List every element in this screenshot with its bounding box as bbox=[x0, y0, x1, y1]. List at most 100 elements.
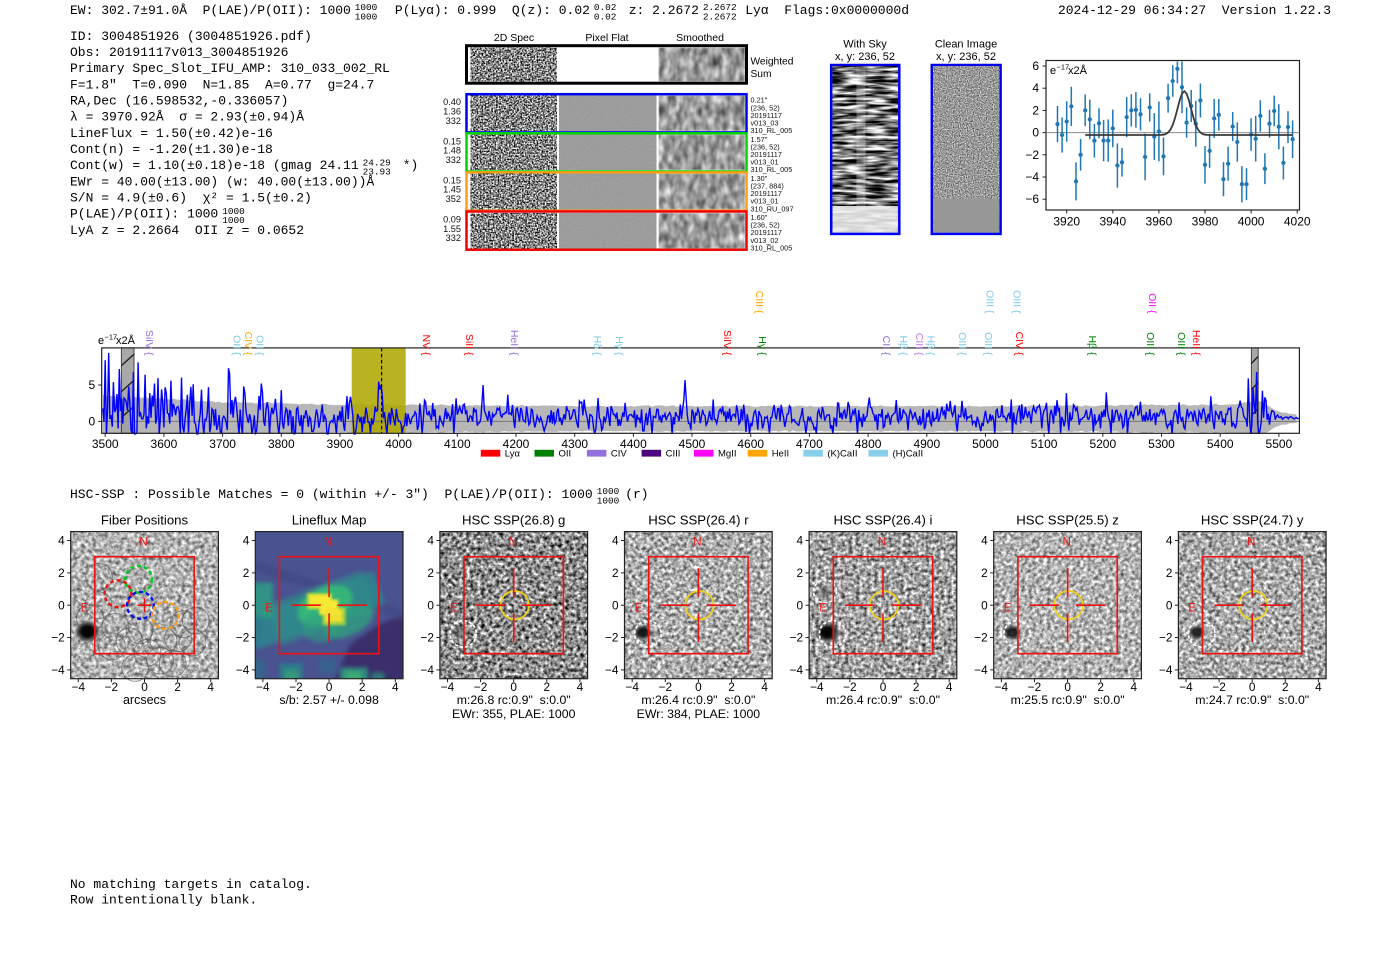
svg-text:(K)CaII: (K)CaII bbox=[827, 448, 857, 459]
svg-text:2: 2 bbox=[981, 566, 988, 580]
svg-text:Primary Spec_Slot_IFU_AMP: 310: Primary Spec_Slot_IFU_AMP: 310_033_002_R… bbox=[70, 61, 390, 76]
svg-text:NV {: NV { bbox=[420, 334, 432, 356]
svg-text:20191117: 20191117 bbox=[751, 228, 782, 237]
svg-text:Hγ {: Hγ { bbox=[613, 336, 625, 356]
svg-text:−17: −17 bbox=[105, 333, 118, 342]
svg-text:−4: −4 bbox=[236, 663, 250, 677]
svg-text:4: 4 bbox=[1315, 680, 1322, 694]
svg-text:OII {: OII { bbox=[1146, 293, 1158, 314]
svg-text:HSC SSP(26.4) r: HSC SSP(26.4) r bbox=[648, 513, 749, 528]
svg-text:−4: −4 bbox=[441, 680, 455, 694]
svg-text:4800: 4800 bbox=[855, 437, 882, 451]
svg-text:e: e bbox=[98, 335, 104, 347]
svg-text:−2: −2 bbox=[843, 680, 856, 694]
svg-text:1000: 1000 bbox=[222, 206, 245, 217]
svg-text:−2: −2 bbox=[1212, 680, 1225, 694]
svg-text:−17: −17 bbox=[1057, 63, 1070, 72]
svg-text:20191117: 20191117 bbox=[751, 111, 782, 120]
svg-text:(236, 52): (236, 52) bbox=[751, 142, 780, 151]
svg-text:1000: 1000 bbox=[597, 486, 620, 497]
svg-text:4: 4 bbox=[612, 534, 619, 548]
svg-text:310_RL_005: 310_RL_005 bbox=[751, 126, 793, 135]
svg-text:20191117: 20191117 bbox=[751, 189, 782, 198]
svg-text:5200: 5200 bbox=[1089, 437, 1116, 451]
svg-text:OIII {: OIII { bbox=[1144, 332, 1156, 356]
svg-text:1.36: 1.36 bbox=[443, 107, 461, 117]
svg-text:2: 2 bbox=[427, 566, 434, 580]
svg-text:(236, 52): (236, 52) bbox=[751, 103, 780, 112]
svg-text:HSC SSP(25.5) z: HSC SSP(25.5) z bbox=[1016, 513, 1119, 528]
svg-text:4020: 4020 bbox=[1284, 215, 1311, 229]
svg-text:HSC SSP(26.8) g: HSC SSP(26.8) g bbox=[462, 513, 565, 528]
svg-text:OIII {: OIII { bbox=[982, 332, 994, 356]
svg-text:2024-12-29 06:34:27 Version 1: 2024-12-29 06:34:27 Version 1.22.3 bbox=[1058, 3, 1331, 18]
svg-text:2: 2 bbox=[797, 566, 804, 580]
svg-text:4200: 4200 bbox=[503, 437, 530, 451]
svg-text:0: 0 bbox=[797, 598, 804, 612]
svg-text:N: N bbox=[1247, 537, 1255, 549]
svg-text:0: 0 bbox=[510, 680, 517, 694]
svg-text:24.29: 24.29 bbox=[363, 157, 391, 168]
svg-text:2: 2 bbox=[1097, 680, 1104, 694]
svg-text:E: E bbox=[81, 602, 89, 614]
svg-text:3940: 3940 bbox=[1099, 215, 1126, 229]
svg-text:4500: 4500 bbox=[679, 437, 706, 451]
svg-text:−2: −2 bbox=[1159, 631, 1172, 645]
svg-text:N: N bbox=[509, 537, 517, 549]
svg-text:RA,Dec (16.598532,-0.336057): RA,Dec (16.598532,-0.336057) bbox=[70, 94, 288, 109]
svg-text:OIII {: OIII { bbox=[983, 290, 995, 314]
svg-text:*): *) bbox=[395, 158, 418, 173]
svg-text:x2Å: x2Å bbox=[1068, 64, 1088, 77]
svg-text:CIII {: CIII { bbox=[913, 333, 925, 356]
svg-text:2.2672: 2.2672 bbox=[703, 12, 737, 23]
svg-text:s/b: 2.57 +/- 0.098: s/b: 2.57 +/- 0.098 bbox=[279, 693, 379, 707]
svg-text:4700: 4700 bbox=[796, 437, 823, 451]
svg-text:E: E bbox=[819, 602, 827, 614]
svg-text:CIII: CIII bbox=[666, 448, 681, 459]
svg-text:0: 0 bbox=[695, 680, 702, 694]
svg-text:0.21": 0.21" bbox=[751, 96, 768, 105]
svg-text:EW: 302.7±91.0Å P(LAE)/P(OII): EW: 302.7±91.0Å P(LAE)/P(OII): 1000 bbox=[70, 3, 351, 18]
svg-text:N: N bbox=[878, 537, 886, 549]
svg-text:P(Lyα): 0.999 Q(z): 0.02: P(Lyα): 0.999 Q(z): 0.02 bbox=[395, 3, 590, 18]
svg-text:5: 5 bbox=[89, 378, 96, 392]
svg-text:N: N bbox=[1062, 537, 1070, 549]
svg-text:CIV: CIV bbox=[611, 448, 628, 459]
svg-text:−2: −2 bbox=[236, 631, 249, 645]
svg-text:OII: OII bbox=[559, 448, 572, 459]
svg-text:−4: −4 bbox=[810, 680, 824, 694]
svg-text:0.02: 0.02 bbox=[594, 12, 617, 23]
svg-text:P(LAE)/P(OII): 1000: P(LAE)/P(OII): 1000 bbox=[70, 207, 218, 222]
svg-text:Lineflux Map: Lineflux Map bbox=[292, 513, 367, 528]
svg-text:0: 0 bbox=[1166, 598, 1173, 612]
svg-text:332: 332 bbox=[446, 116, 461, 126]
svg-text:EWr: 355, PLAE: 1000: EWr: 355, PLAE: 1000 bbox=[452, 707, 576, 721]
svg-text:ID: 3004851926 (3004851926.pdf: ID: 3004851926 (3004851926.pdf) bbox=[70, 29, 312, 44]
svg-text:Hδ {: Hδ { bbox=[591, 336, 603, 356]
svg-text:−4: −4 bbox=[420, 663, 434, 677]
svg-text:e: e bbox=[1050, 65, 1056, 77]
svg-text:E: E bbox=[1004, 602, 1012, 614]
svg-text:4000: 4000 bbox=[1238, 215, 1265, 229]
svg-text:LyA z = 2.2664 OII z = 0.0652: LyA z = 2.2664 OII z = 0.0652 bbox=[70, 223, 304, 238]
svg-text:Cont(w) = 1.10(±0.18)e-18 (gma: Cont(w) = 1.10(±0.18)e-18 (gmag 24.11 bbox=[70, 158, 359, 173]
svg-text:2: 2 bbox=[913, 680, 920, 694]
svg-text:0.09: 0.09 bbox=[443, 215, 461, 225]
svg-text:4600: 4600 bbox=[737, 437, 764, 451]
svg-text:LineFlux = 1.50(±0.42)e-16: LineFlux = 1.50(±0.42)e-16 bbox=[70, 126, 273, 141]
svg-text:4900: 4900 bbox=[913, 437, 940, 451]
svg-text:4: 4 bbox=[243, 534, 250, 548]
svg-text:1.55: 1.55 bbox=[443, 224, 461, 234]
svg-text:x2Å: x2Å bbox=[116, 334, 136, 347]
svg-text:E: E bbox=[265, 602, 273, 614]
svg-text:3600: 3600 bbox=[151, 437, 178, 451]
svg-text:MgII: MgII bbox=[718, 448, 736, 459]
svg-text:−4: −4 bbox=[256, 680, 270, 694]
svg-text:5400: 5400 bbox=[1207, 437, 1234, 451]
svg-text:−6: −6 bbox=[1025, 192, 1039, 206]
svg-text:2: 2 bbox=[1032, 103, 1039, 117]
svg-text:Fiber Positions: Fiber Positions bbox=[101, 513, 189, 528]
svg-text:0: 0 bbox=[243, 598, 250, 612]
svg-text:5100: 5100 bbox=[1031, 437, 1058, 451]
svg-text:0.15: 0.15 bbox=[443, 175, 461, 185]
